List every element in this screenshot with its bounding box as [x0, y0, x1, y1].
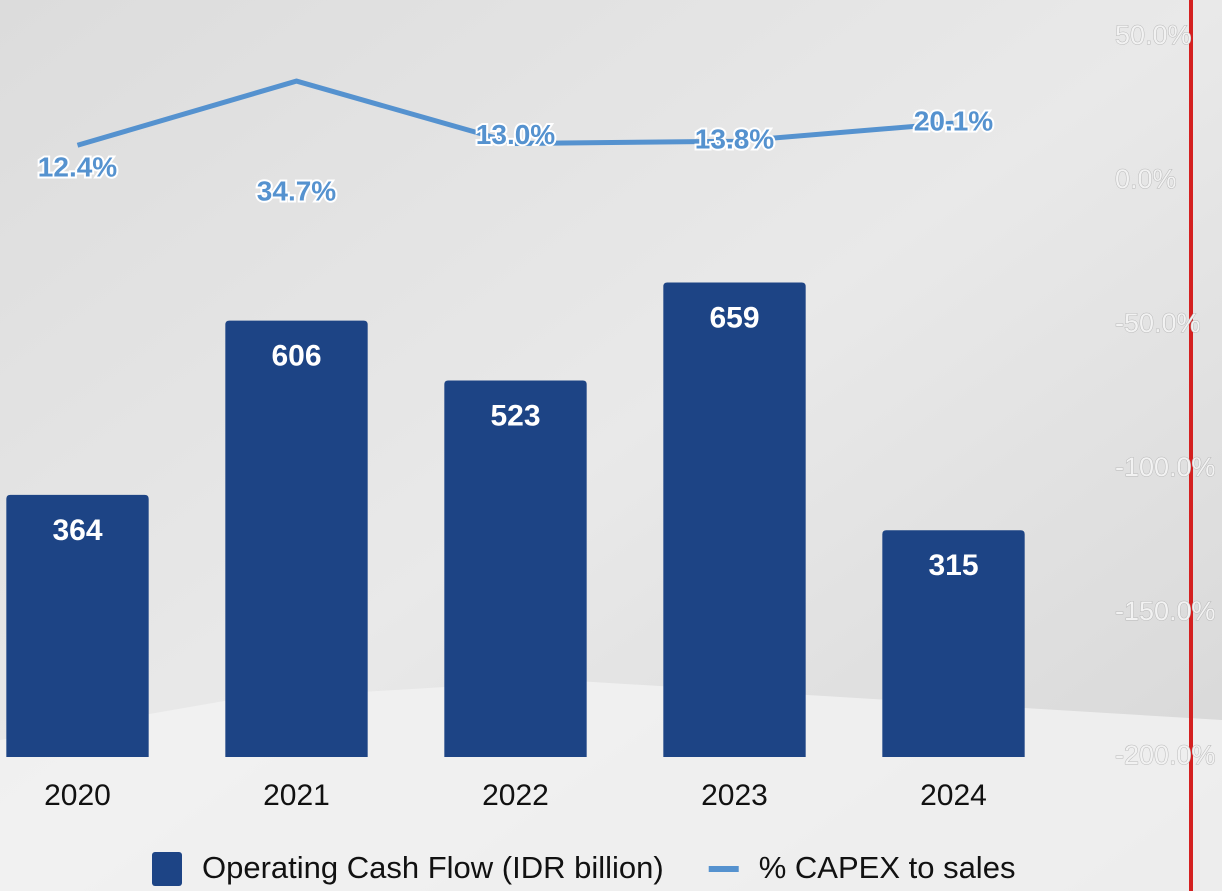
bar-value-label: 606: [271, 340, 321, 373]
line-value-label: 13.0%: [476, 119, 555, 150]
bar-value-label: 364: [52, 514, 102, 547]
x-tick-label: 2020: [44, 779, 111, 812]
legend-label: % CAPEX to sales: [759, 850, 1016, 885]
bar-value-label: 315: [928, 549, 978, 582]
y2-tick-label: -150.0%: [1115, 596, 1216, 626]
x-tick-label: 2021: [263, 779, 330, 812]
y2-tick-label: 50.0%: [1115, 20, 1192, 50]
bar-value-label: 523: [490, 399, 540, 432]
y2-tick-label: -200.0%: [1115, 740, 1216, 770]
x-tick-label: 2022: [482, 779, 549, 812]
chart: 50.0% 0.0% -50.0% -100.0% -150.0% -200.0% 2020…: [0, 0, 1222, 891]
x-tick-label: 2023: [701, 779, 768, 812]
bar: [225, 321, 367, 757]
legend-label: Operating Cash Flow (IDR billion): [202, 850, 664, 885]
line-value-label: 12.4%: [38, 152, 117, 183]
legend-swatch: [152, 852, 182, 886]
y2-tick-label: 0.0%: [1115, 164, 1177, 194]
bar: [444, 380, 586, 757]
bar-value-label: 659: [709, 301, 759, 334]
line-value-label: 34.7%: [257, 175, 336, 206]
line-value-label: 13.8%: [695, 124, 774, 155]
y2-tick-label: -50.0%: [1115, 308, 1201, 338]
bar: [663, 283, 805, 757]
line-value-label: 20.1%: [914, 106, 993, 137]
y2-tick-label: -100.0%: [1115, 452, 1216, 482]
x-tick-label: 2024: [920, 779, 987, 812]
